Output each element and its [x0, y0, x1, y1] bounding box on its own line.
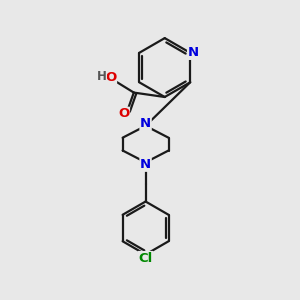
Text: N: N	[140, 158, 151, 171]
Text: O: O	[118, 107, 129, 120]
Text: H: H	[97, 70, 106, 83]
Text: N: N	[140, 117, 151, 130]
Text: Cl: Cl	[139, 252, 153, 265]
Text: N: N	[188, 46, 199, 59]
Text: O: O	[105, 71, 116, 84]
